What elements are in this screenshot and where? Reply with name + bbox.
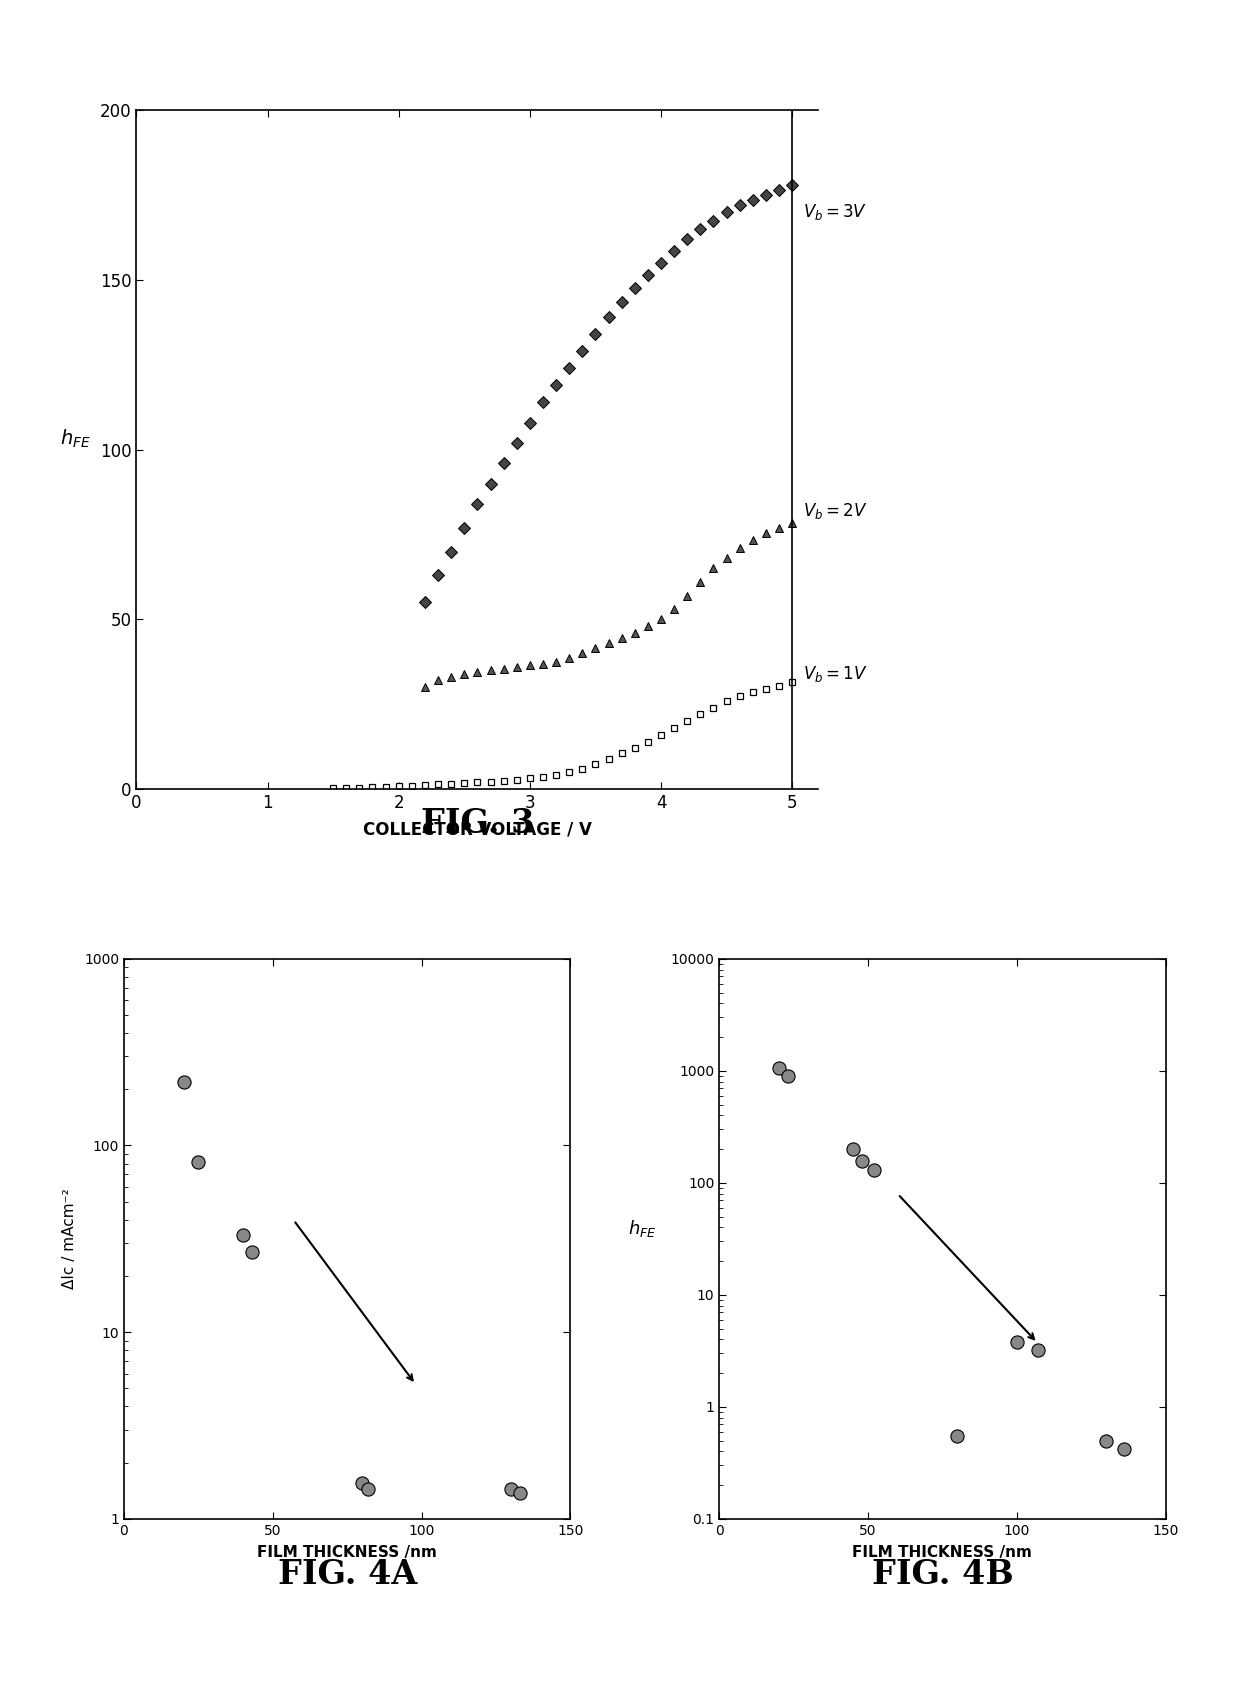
Point: [769, 1056, 789, 1083]
Point: [242, 1239, 262, 1266]
Point: [1096, 1427, 1116, 1454]
Point: [843, 1135, 863, 1162]
Text: $V_b=1V$: $V_b=1V$: [802, 664, 867, 684]
Point: [352, 1470, 372, 1497]
Point: [852, 1147, 872, 1174]
X-axis label: COLLECTOR VOLTAGE / V: COLLECTOR VOLTAGE / V: [363, 820, 591, 838]
Point: [510, 1480, 529, 1507]
Text: FIG. 4B: FIG. 4B: [872, 1558, 1013, 1592]
Text: FIG. 4A: FIG. 4A: [278, 1558, 417, 1592]
Point: [233, 1222, 253, 1249]
Point: [1007, 1329, 1027, 1356]
Text: FIG. 3: FIG. 3: [420, 806, 534, 840]
Point: [501, 1475, 521, 1502]
Point: [864, 1156, 884, 1183]
Y-axis label: $h_{FE}$: $h_{FE}$: [629, 1218, 657, 1239]
X-axis label: FILM THICKNESS /nm: FILM THICKNESS /nm: [257, 1544, 438, 1560]
Point: [358, 1475, 378, 1502]
Point: [174, 1067, 193, 1095]
Y-axis label: ΔIc / mAcm⁻²: ΔIc / mAcm⁻²: [62, 1188, 77, 1290]
Text: $V_b=3V$: $V_b=3V$: [802, 202, 867, 222]
Point: [947, 1422, 967, 1449]
Point: [188, 1147, 208, 1174]
Y-axis label: $h_{FE}$: $h_{FE}$: [60, 428, 91, 450]
Text: $V_b=2V$: $V_b=2V$: [802, 501, 867, 521]
X-axis label: FILM THICKNESS /nm: FILM THICKNESS /nm: [852, 1544, 1033, 1560]
Point: [1114, 1436, 1133, 1463]
Point: [1028, 1337, 1048, 1364]
Point: [777, 1062, 797, 1089]
